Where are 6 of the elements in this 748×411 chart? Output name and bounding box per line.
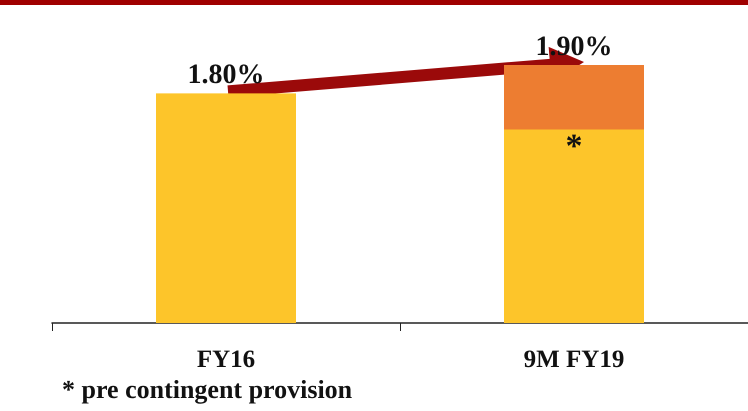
annotation: 1.80% — [188, 59, 264, 92]
x-tick-label: 9M FY19 — [524, 346, 624, 373]
text: 1.90% — [536, 31, 612, 63]
x-tick-label: FY16 — [196, 346, 256, 373]
text: * pre contingent provision — [62, 375, 352, 405]
annotation: * — [566, 128, 582, 166]
